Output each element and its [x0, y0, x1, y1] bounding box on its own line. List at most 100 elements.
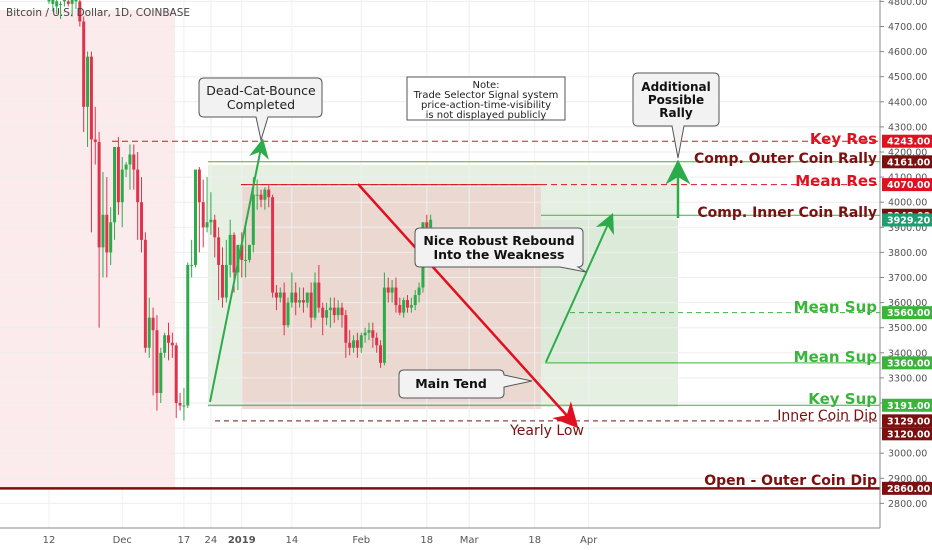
candle-body-86: [379, 345, 383, 363]
price-tag-inner_dip: 3129.00: [887, 416, 931, 427]
price-tick-label: 3600.00: [888, 298, 927, 309]
time-axis-bg: [0, 528, 932, 550]
price-tick-label: 4300.00: [888, 122, 927, 133]
note-line-1: Note:: [472, 80, 499, 91]
time-tick-label: Mar: [460, 535, 480, 546]
mean-res-label: Mean Res: [795, 172, 877, 190]
candle-body-7: [74, 0, 78, 2]
rebound-callout: Nice Robust Rebound Into the Weakness: [414, 227, 587, 273]
candle-body-17: [113, 146, 117, 223]
price-tag-key_res: 4243.00: [887, 137, 931, 148]
candle-body-95: [413, 295, 417, 306]
candle-body-16: [109, 222, 113, 253]
candle-body-24: [140, 202, 144, 240]
candle-body-79: [352, 340, 356, 348]
price-tag-key_sup: 3191.00: [887, 401, 931, 412]
level-lines: [0, 140, 880, 490]
inner-dip-label: Inner Coin Dip: [777, 408, 877, 424]
candle-body-18: [116, 146, 120, 203]
candle-body-41: [205, 222, 209, 228]
candle-body-91: [398, 305, 402, 313]
candles: [47, 0, 433, 421]
candle-body-25: [143, 239, 147, 348]
outer-rally-label: Comp. Outer Coin Rally: [694, 151, 877, 167]
candle-body-56: [263, 189, 267, 200]
candle-body-92: [402, 300, 406, 313]
price-tag-mean_res: 4070.00: [887, 180, 931, 191]
mean-sup-2-label: Mean Sup: [794, 348, 878, 366]
key-sup-label: Key Sup: [808, 390, 877, 408]
candle-body-50: [240, 244, 244, 260]
candle-body-80: [355, 340, 359, 348]
price-tick-label: 3400.00: [888, 348, 927, 359]
dead-cat-line-2: Completed: [227, 97, 295, 112]
main-tend-label: Main Tend: [415, 376, 487, 391]
candle-body-42: [209, 219, 213, 223]
candle-body-39: [197, 169, 201, 203]
dead-cat-line-1: Dead-Cat-Bounce: [206, 83, 316, 98]
time-tick-label: Apr: [580, 535, 598, 546]
candle-body-68: [309, 292, 313, 318]
price-tick-label: 4400.00: [888, 97, 927, 108]
price-tick-label: 3500.00: [888, 323, 927, 334]
candle-body-28: [155, 330, 159, 393]
candle-body-65: [298, 300, 302, 303]
time-tick-label: Dec: [113, 535, 132, 546]
candle-body-73: [328, 307, 332, 311]
price-tag-mean_sup_2: 3360.00: [887, 358, 931, 369]
candle-body-75: [336, 307, 340, 316]
price-tick-label: 4800.00: [888, 0, 927, 8]
candle-body-59: [274, 292, 278, 298]
price-tag-bg-mean_sup_1: [882, 306, 932, 320]
candle-body-27: [151, 317, 155, 331]
candle-body-93: [406, 300, 410, 308]
candle-body-51: [244, 259, 248, 261]
rebound-line-1: Nice Robust Rebound: [423, 233, 574, 248]
candle-body-72: [325, 310, 329, 318]
candle-body-3: [59, 3, 63, 5]
price-tick-label: 3000.00: [888, 449, 927, 460]
candle-body-12: [93, 139, 97, 142]
candle-body-85: [375, 337, 379, 346]
candle-body-54: [255, 194, 259, 196]
candle-body-0: [47, 0, 51, 2]
main-trend-line: [357, 183, 579, 429]
candle-body-62: [286, 302, 290, 326]
time-tick-label: 24: [205, 535, 218, 546]
candle-body-81: [359, 335, 363, 348]
price-tick-label: 3300.00: [888, 373, 927, 384]
candle-body-10: [86, 56, 90, 107]
candle-body-44: [217, 237, 221, 265]
note-line-2: Trade Selector Signal system: [413, 90, 559, 101]
candle-body-74: [332, 307, 336, 316]
candle-body-19: [120, 169, 124, 203]
price-tick-label: 4600.00: [888, 47, 927, 58]
price-tag-bg-current: [882, 213, 932, 227]
price-tag-yearly_low: 3120.00: [887, 429, 931, 440]
candle-body-38: [193, 169, 197, 265]
price-tick-label: 2800.00: [888, 499, 927, 510]
candle-body-55: [259, 194, 263, 200]
candle-body-23: [136, 169, 140, 203]
candle-body-9: [82, 21, 86, 107]
candle-body-21: [128, 154, 132, 165]
mean-sup-1-label: Mean Sup: [794, 298, 878, 316]
price-tag-bg-yearly_low: [882, 427, 932, 441]
price-tag-bg-mean_res: [882, 178, 932, 192]
candle-body-46: [224, 264, 228, 298]
price-tick-label: 4700.00: [888, 22, 927, 33]
time-axis[interactable]: [0, 527, 932, 550]
candle-body-47: [228, 234, 232, 265]
rebound-line: [545, 212, 615, 363]
main-tend-callout: Main Tend: [398, 369, 533, 399]
candle-body-43: [213, 219, 217, 238]
candle-body-35: [182, 405, 186, 407]
price-tick-label: 3800.00: [888, 248, 927, 259]
time-tick-label: 2019: [228, 535, 256, 546]
candle-body-45: [220, 264, 224, 298]
price-tag-outer_rally: 4161.00: [887, 157, 931, 168]
price-tick-label: 4100.00: [888, 173, 927, 184]
candle-body-32: [170, 342, 174, 346]
additional-line-1: Additional: [641, 80, 710, 94]
